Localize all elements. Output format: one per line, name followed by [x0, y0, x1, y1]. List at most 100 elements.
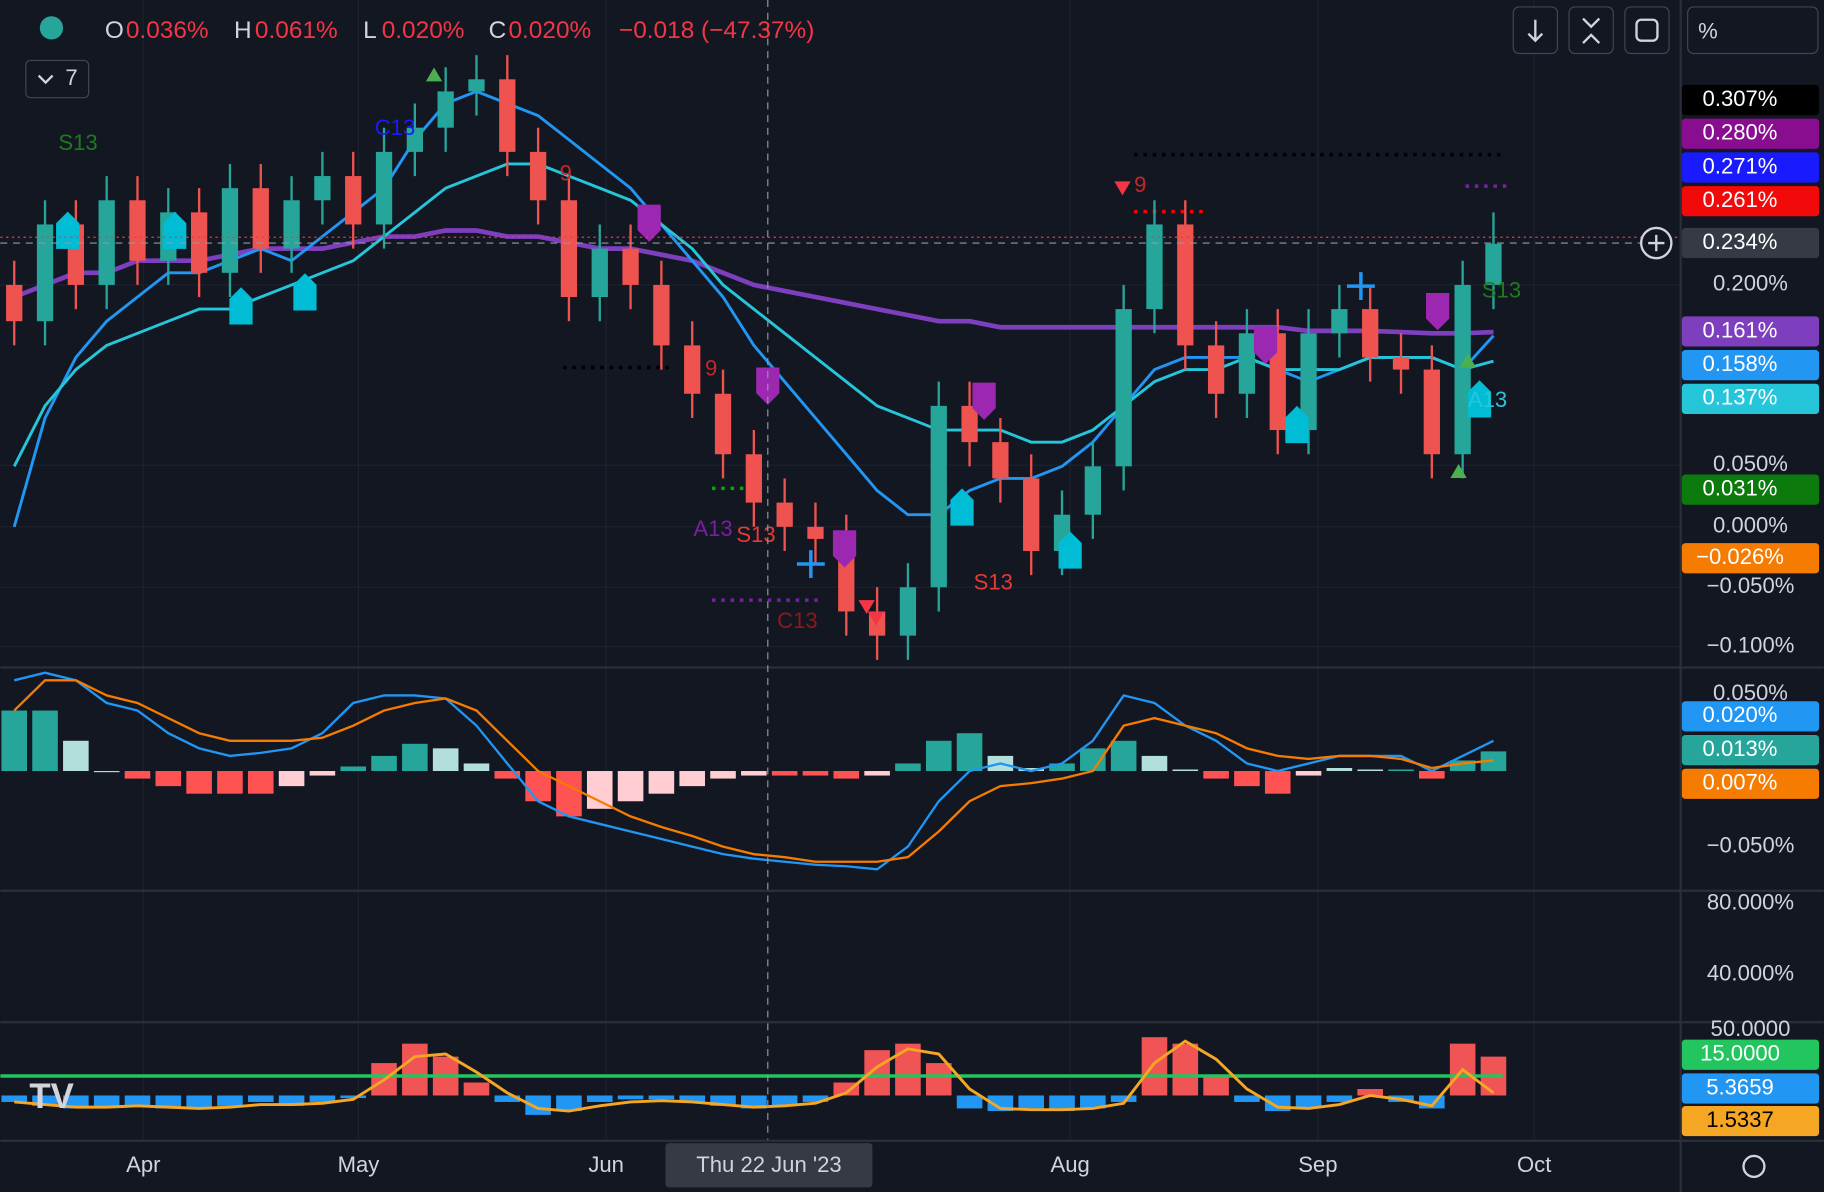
- axis-label: −0.050%: [1707, 573, 1795, 598]
- macd-bar: [309, 771, 336, 776]
- candle-body: [1177, 224, 1194, 346]
- macd-bar: [32, 710, 58, 772]
- ohlc-value: 0.020%: [382, 17, 465, 44]
- macd-bar: [710, 771, 736, 779]
- candle-body: [961, 405, 978, 443]
- osc-bar: [278, 1095, 305, 1106]
- change: −0.018 (−47.37%): [619, 17, 814, 44]
- down-triangle: [867, 611, 885, 626]
- logo: TV: [29, 1077, 74, 1116]
- candle-body: [36, 224, 54, 322]
- oscillator-pane: [0, 1037, 1507, 1115]
- scale-mode-button[interactable]: [1687, 6, 1819, 55]
- price-badge: [1681, 701, 1820, 732]
- buy-marker: [56, 211, 80, 249]
- macd-bar: [617, 771, 644, 802]
- axis-label: 0.050%: [1713, 451, 1788, 476]
- collapse-icon: [1582, 17, 1601, 44]
- macd-bar: [186, 771, 212, 794]
- osc-bar: [1172, 1043, 1199, 1096]
- osc-bar: [679, 1095, 705, 1102]
- osc-bar: [1203, 1076, 1229, 1096]
- osc-bar: [494, 1095, 521, 1102]
- candle-body: [6, 284, 23, 322]
- osc-bar: [402, 1043, 428, 1096]
- macd-bar: [278, 771, 305, 787]
- price-badge: [1681, 768, 1820, 799]
- symbol-icon: [39, 16, 64, 40]
- price-badge-label: 0.013%: [1703, 736, 1778, 761]
- macd-bar: [771, 771, 798, 776]
- scale-mode: %: [1698, 18, 1718, 43]
- price-badge: [1681, 734, 1820, 766]
- osc-bar: [155, 1095, 182, 1109]
- crosshair-date: Thu 22 Jun '23: [696, 1152, 841, 1177]
- up-triangle: [425, 67, 443, 82]
- candle-body: [252, 188, 269, 249]
- macd-bar: [1264, 771, 1291, 794]
- osc-bar: [124, 1095, 151, 1106]
- macd-bar: [432, 748, 459, 772]
- sell-marker: [1426, 293, 1450, 331]
- candle-body: [776, 502, 793, 527]
- annotation: 9: [705, 356, 717, 381]
- price-badge-label: 0.261%: [1703, 187, 1778, 212]
- macd-bar: [925, 740, 952, 772]
- osc-bar: [217, 1095, 243, 1106]
- macd-bar: [741, 771, 767, 776]
- sell-marker: [972, 382, 996, 420]
- sell-marker: [1253, 326, 1278, 364]
- osc-bar: [1141, 1037, 1168, 1096]
- chevron-icon: [37, 74, 54, 85]
- macd-bar: [833, 771, 860, 779]
- osc-line: [14, 1039, 1495, 1113]
- ohlc-key: H: [234, 17, 252, 44]
- macd-bar: [63, 740, 89, 772]
- macd-bar: [402, 743, 428, 772]
- osc-bar: [309, 1095, 336, 1102]
- osc-bar: [1110, 1095, 1137, 1102]
- candle-body: [345, 176, 362, 225]
- up-triangle: [1459, 353, 1477, 368]
- osc-bar: [1326, 1095, 1353, 1102]
- candle-body: [1331, 309, 1348, 334]
- axis-label: −0.100%: [1707, 632, 1795, 657]
- candle-body: [622, 248, 639, 285]
- macd-bar: [1234, 771, 1260, 787]
- osc-bar: [648, 1095, 675, 1100]
- candle-body: [745, 454, 762, 503]
- axis-label: 50.0000: [1711, 1016, 1791, 1041]
- x-tick-label: Oct: [1517, 1152, 1551, 1177]
- candle-body: [1115, 309, 1132, 467]
- cross-marker: [1346, 272, 1375, 301]
- macd-bar: [1357, 769, 1383, 772]
- indicator-toggle[interactable]: [25, 59, 90, 99]
- plus-icon: [1648, 234, 1665, 252]
- candle-body: [807, 526, 824, 539]
- buy-marker: [229, 287, 253, 325]
- down-triangle: [1114, 181, 1131, 196]
- price-badge-label: 0.137%: [1703, 385, 1778, 410]
- annotation: A13: [1468, 387, 1507, 412]
- cross-marker: [796, 550, 825, 578]
- collapse-button[interactable]: [1568, 6, 1614, 55]
- maximize-button[interactable]: [1624, 6, 1670, 55]
- price-badge-label: 0.158%: [1703, 351, 1778, 376]
- annotation: C13: [777, 608, 818, 633]
- osc-bar: [1049, 1095, 1075, 1112]
- price-badge: [1681, 383, 1820, 415]
- buy-marker: [163, 211, 187, 249]
- price-badge-label: 0.007%: [1703, 770, 1778, 795]
- candle-body: [221, 188, 239, 273]
- settings-button[interactable]: [1742, 1154, 1766, 1179]
- maximize-icon: [1635, 18, 1659, 42]
- candle-body: [1392, 357, 1410, 370]
- macd-bar: [1326, 767, 1353, 772]
- price-badge-label: 0.161%: [1703, 317, 1778, 342]
- axis-label: 0.200%: [1713, 271, 1788, 296]
- macd-bar: [1172, 769, 1199, 772]
- macd-bar: [1049, 763, 1075, 772]
- price-badge-label: 0.234%: [1703, 229, 1778, 254]
- buy-marker: [293, 273, 317, 311]
